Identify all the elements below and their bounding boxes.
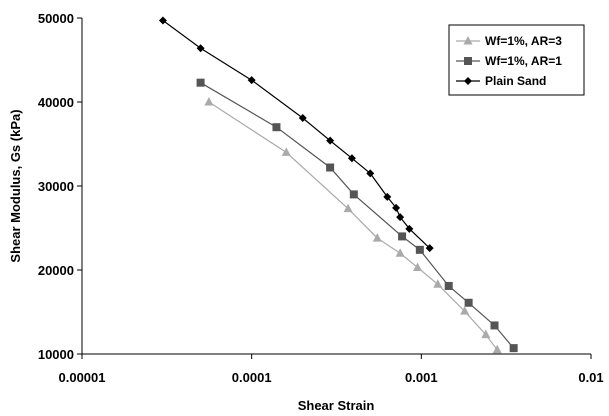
y-axis-title: Shear Modulus, Gs (kPa) xyxy=(8,109,23,262)
data-point xyxy=(298,113,307,122)
data-point xyxy=(464,77,472,85)
series-line xyxy=(200,82,515,349)
y-axis-ticks: 10000 20000 30000 40000 50000 xyxy=(38,11,82,362)
data-point xyxy=(415,245,424,254)
series-layer xyxy=(158,16,518,354)
data-point xyxy=(272,123,281,132)
data-point xyxy=(326,163,335,172)
data-point xyxy=(396,213,405,222)
data-point xyxy=(383,192,392,201)
data-point xyxy=(444,281,453,290)
data-point xyxy=(413,262,423,271)
legend: Wf=1%, AR=3 Wf=1%, AR=1 Plain Sand xyxy=(448,24,585,96)
x-tick-label: 0.00001 xyxy=(59,370,106,385)
data-point xyxy=(343,203,353,213)
data-point xyxy=(281,147,291,156)
data-point xyxy=(490,321,499,330)
data-point xyxy=(204,97,214,106)
data-point xyxy=(405,224,414,233)
y-tick-label: 40000 xyxy=(38,95,74,110)
data-point xyxy=(326,136,335,145)
legend-item: Plain Sand xyxy=(456,74,546,88)
data-point xyxy=(395,248,405,257)
legend-item: Wf=1%, AR=1 xyxy=(456,54,562,68)
legend-items: Wf=1%, AR=3 Wf=1%, AR=1 Plain Sand xyxy=(456,34,562,88)
data-point xyxy=(492,344,502,354)
data-point xyxy=(509,344,518,353)
y-tick-label: 30000 xyxy=(38,179,74,194)
data-point xyxy=(460,306,470,315)
series-diamond xyxy=(158,16,434,253)
data-point xyxy=(433,279,443,288)
data-point xyxy=(464,298,473,307)
series-square xyxy=(196,78,518,353)
data-point xyxy=(398,232,407,241)
data-point xyxy=(425,244,434,253)
data-point xyxy=(196,78,205,87)
legend-label: Wf=1%, AR=1 xyxy=(485,54,562,68)
x-tick-label: 0.001 xyxy=(405,370,438,385)
data-point xyxy=(372,233,382,242)
data-point xyxy=(349,190,358,199)
y-tick-label: 10000 xyxy=(38,347,74,362)
data-point xyxy=(158,16,167,25)
series-line xyxy=(208,101,498,351)
data-point xyxy=(366,169,375,178)
x-axis-ticks: 0.00001 0.0001 0.001 0.01 xyxy=(59,354,604,385)
x-tick-label: 0.0001 xyxy=(232,370,272,385)
data-point xyxy=(247,76,256,85)
data-point xyxy=(463,36,473,45)
data-point xyxy=(347,154,356,163)
legend-label: Wf=1%, AR=3 xyxy=(485,34,562,48)
series-triangle xyxy=(204,97,502,354)
data-point xyxy=(464,57,472,65)
data-point xyxy=(481,329,491,339)
data-point xyxy=(392,203,401,212)
legend-item: Wf=1%, AR=3 xyxy=(456,34,562,48)
data-point xyxy=(196,44,205,53)
y-tick-label: 20000 xyxy=(38,263,74,278)
legend-label: Plain Sand xyxy=(485,74,546,88)
x-tick-label: 0.01 xyxy=(578,370,603,385)
y-tick-label: 50000 xyxy=(38,11,74,26)
x-axis-title: Shear Strain xyxy=(298,398,375,413)
